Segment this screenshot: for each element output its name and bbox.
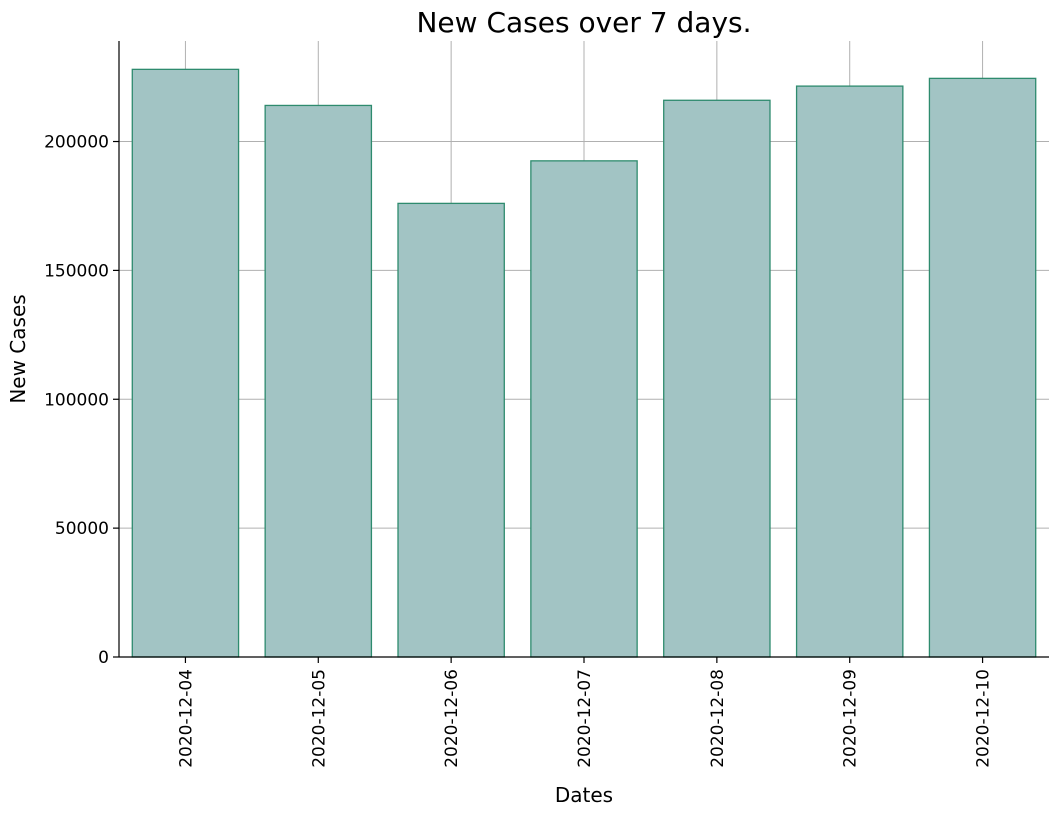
chart-title: New Cases over 7 days.	[416, 6, 751, 39]
y-tick-label: 200000	[44, 133, 109, 153]
bar-2020-12-06	[397, 202, 505, 658]
bar-2020-12-10	[928, 77, 1037, 658]
x-tick-label: 2020-12-10	[974, 669, 994, 768]
bar-2020-12-05	[264, 104, 373, 658]
bar-2020-12-08	[663, 99, 771, 658]
bars-layer	[131, 68, 1037, 658]
bar-2020-12-07	[530, 160, 638, 658]
x-tick-label: 2020-12-06	[442, 669, 462, 768]
x-tick-label: 2020-12-05	[309, 669, 329, 768]
bar-2020-12-04	[131, 68, 240, 658]
x-tick-label: 2020-12-04	[176, 669, 196, 768]
y-tick-label: 100000	[44, 390, 109, 410]
x-axis-label: Dates	[555, 783, 613, 807]
y-tick-label: 0	[98, 648, 109, 668]
x-tick-label: 2020-12-09	[841, 669, 861, 768]
y-axis-label: New Cases	[6, 294, 30, 403]
x-tick-label: 2020-12-08	[708, 669, 728, 768]
ticks-layer: 0 50000 100000 150000 200000 2020-12-04 2020-1…	[44, 133, 993, 768]
y-tick-label: 50000	[55, 519, 109, 539]
x-tick-label: 2020-12-07	[575, 669, 595, 768]
bar-2020-12-09	[795, 85, 904, 658]
y-tick-label: 150000	[44, 261, 109, 281]
